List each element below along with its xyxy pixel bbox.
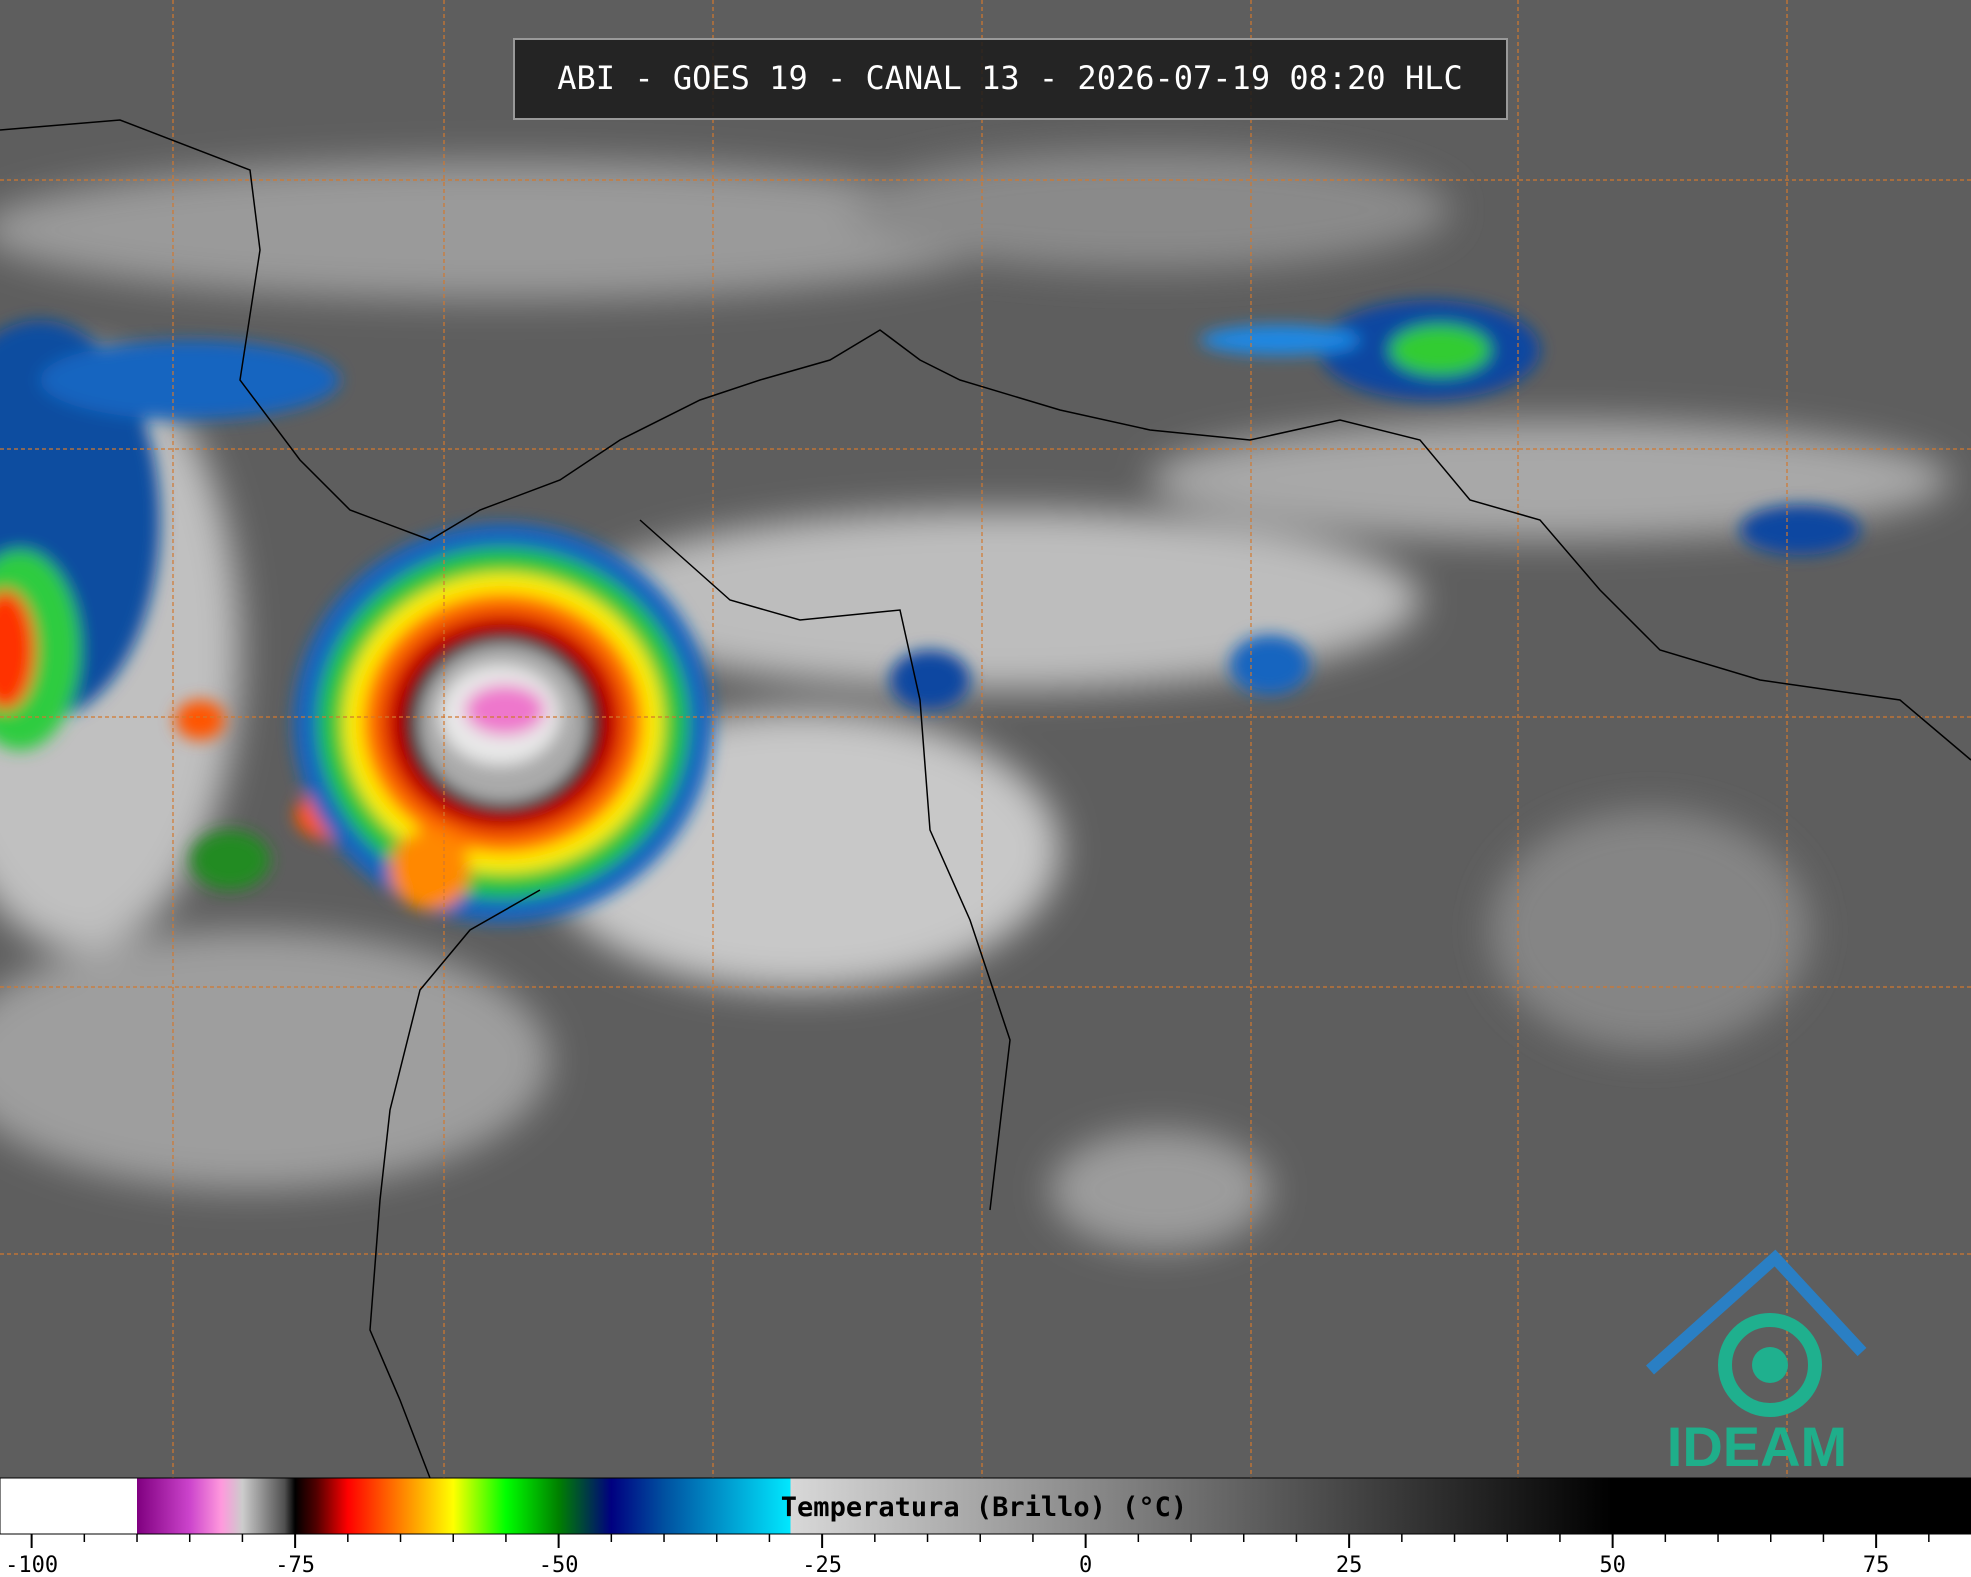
title-box: ABI - GOES 19 - CANAL 13 - 2026-07-19 08…	[513, 38, 1508, 120]
convection	[0, 300, 1860, 923]
coastlines	[0, 119, 1971, 1479]
colorbar-tick-label: 50	[1599, 1553, 1626, 1577]
colorbar-tick-label: -100	[5, 1553, 58, 1577]
colorbar-tick-label: 0	[1079, 1553, 1092, 1577]
colorbar: Temperatura (Brillo) (°C) -100 -75 -50 -25 0 2…	[0, 1477, 1971, 1577]
title: ABI - GOES 19 - CANAL 13 - 2026-07-19 08…	[557, 59, 1462, 97]
graticule	[0, 0, 1971, 1478]
logo: IDEAM	[1645, 1249, 1867, 1478]
colorbar-tick-label: 75	[1863, 1553, 1890, 1577]
colorbar-tick-label: -25	[802, 1553, 842, 1577]
colorbar-fill	[0, 1477, 1971, 1535]
colorbar-tick-label: -50	[539, 1553, 579, 1577]
colorbar-label: Temperatura (Brillo) (°C)	[781, 1492, 1187, 1523]
colorbar-tick-label: 25	[1336, 1553, 1363, 1577]
logo-text: IDEAM	[1667, 1415, 1847, 1478]
colorbar-tick-label: -75	[275, 1553, 315, 1577]
